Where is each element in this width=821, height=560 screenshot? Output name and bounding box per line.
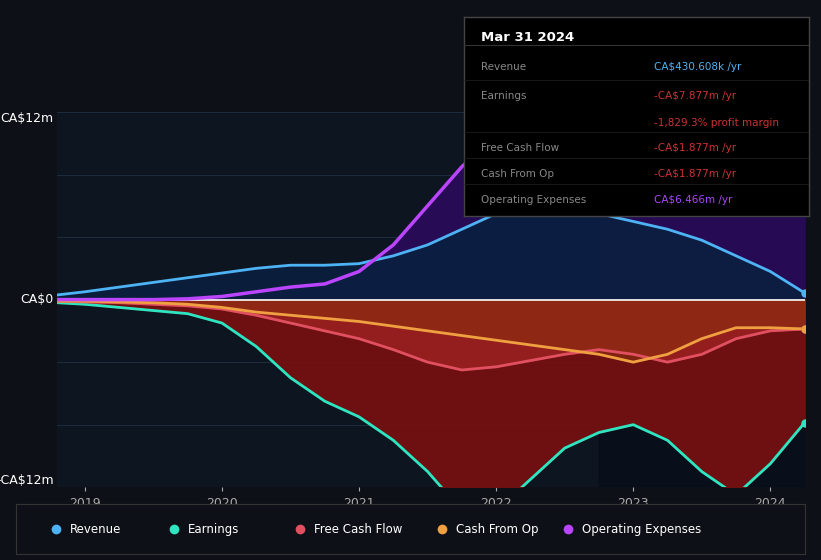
Text: CA$430.608k /yr: CA$430.608k /yr [654, 62, 741, 72]
Text: -CA$1.877m /yr: -CA$1.877m /yr [654, 169, 736, 179]
Text: -1,829.3% profit margin: -1,829.3% profit margin [654, 118, 778, 128]
Text: Earnings: Earnings [481, 91, 526, 101]
Text: Earnings: Earnings [188, 522, 240, 536]
Text: Cash From Op: Cash From Op [481, 169, 554, 179]
Bar [599, 112, 811, 487]
Text: Cash From Op: Cash From Op [456, 522, 539, 536]
Text: CA$6.466m /yr: CA$6.466m /yr [654, 195, 732, 205]
Text: Revenue: Revenue [70, 522, 122, 536]
Text: Operating Expenses: Operating Expenses [481, 195, 586, 205]
Text: -CA$12m: -CA$12m [0, 474, 53, 487]
Text: Free Cash Flow: Free Cash Flow [314, 522, 403, 536]
Text: Mar 31 2024: Mar 31 2024 [481, 31, 575, 44]
Text: CA$12m: CA$12m [1, 112, 53, 125]
Text: CA$0: CA$0 [21, 293, 53, 306]
Text: Operating Expenses: Operating Expenses [582, 522, 702, 536]
Text: Revenue: Revenue [481, 62, 526, 72]
Text: -CA$7.877m /yr: -CA$7.877m /yr [654, 91, 736, 101]
Text: Free Cash Flow: Free Cash Flow [481, 143, 559, 153]
Text: -CA$1.877m /yr: -CA$1.877m /yr [654, 143, 736, 153]
